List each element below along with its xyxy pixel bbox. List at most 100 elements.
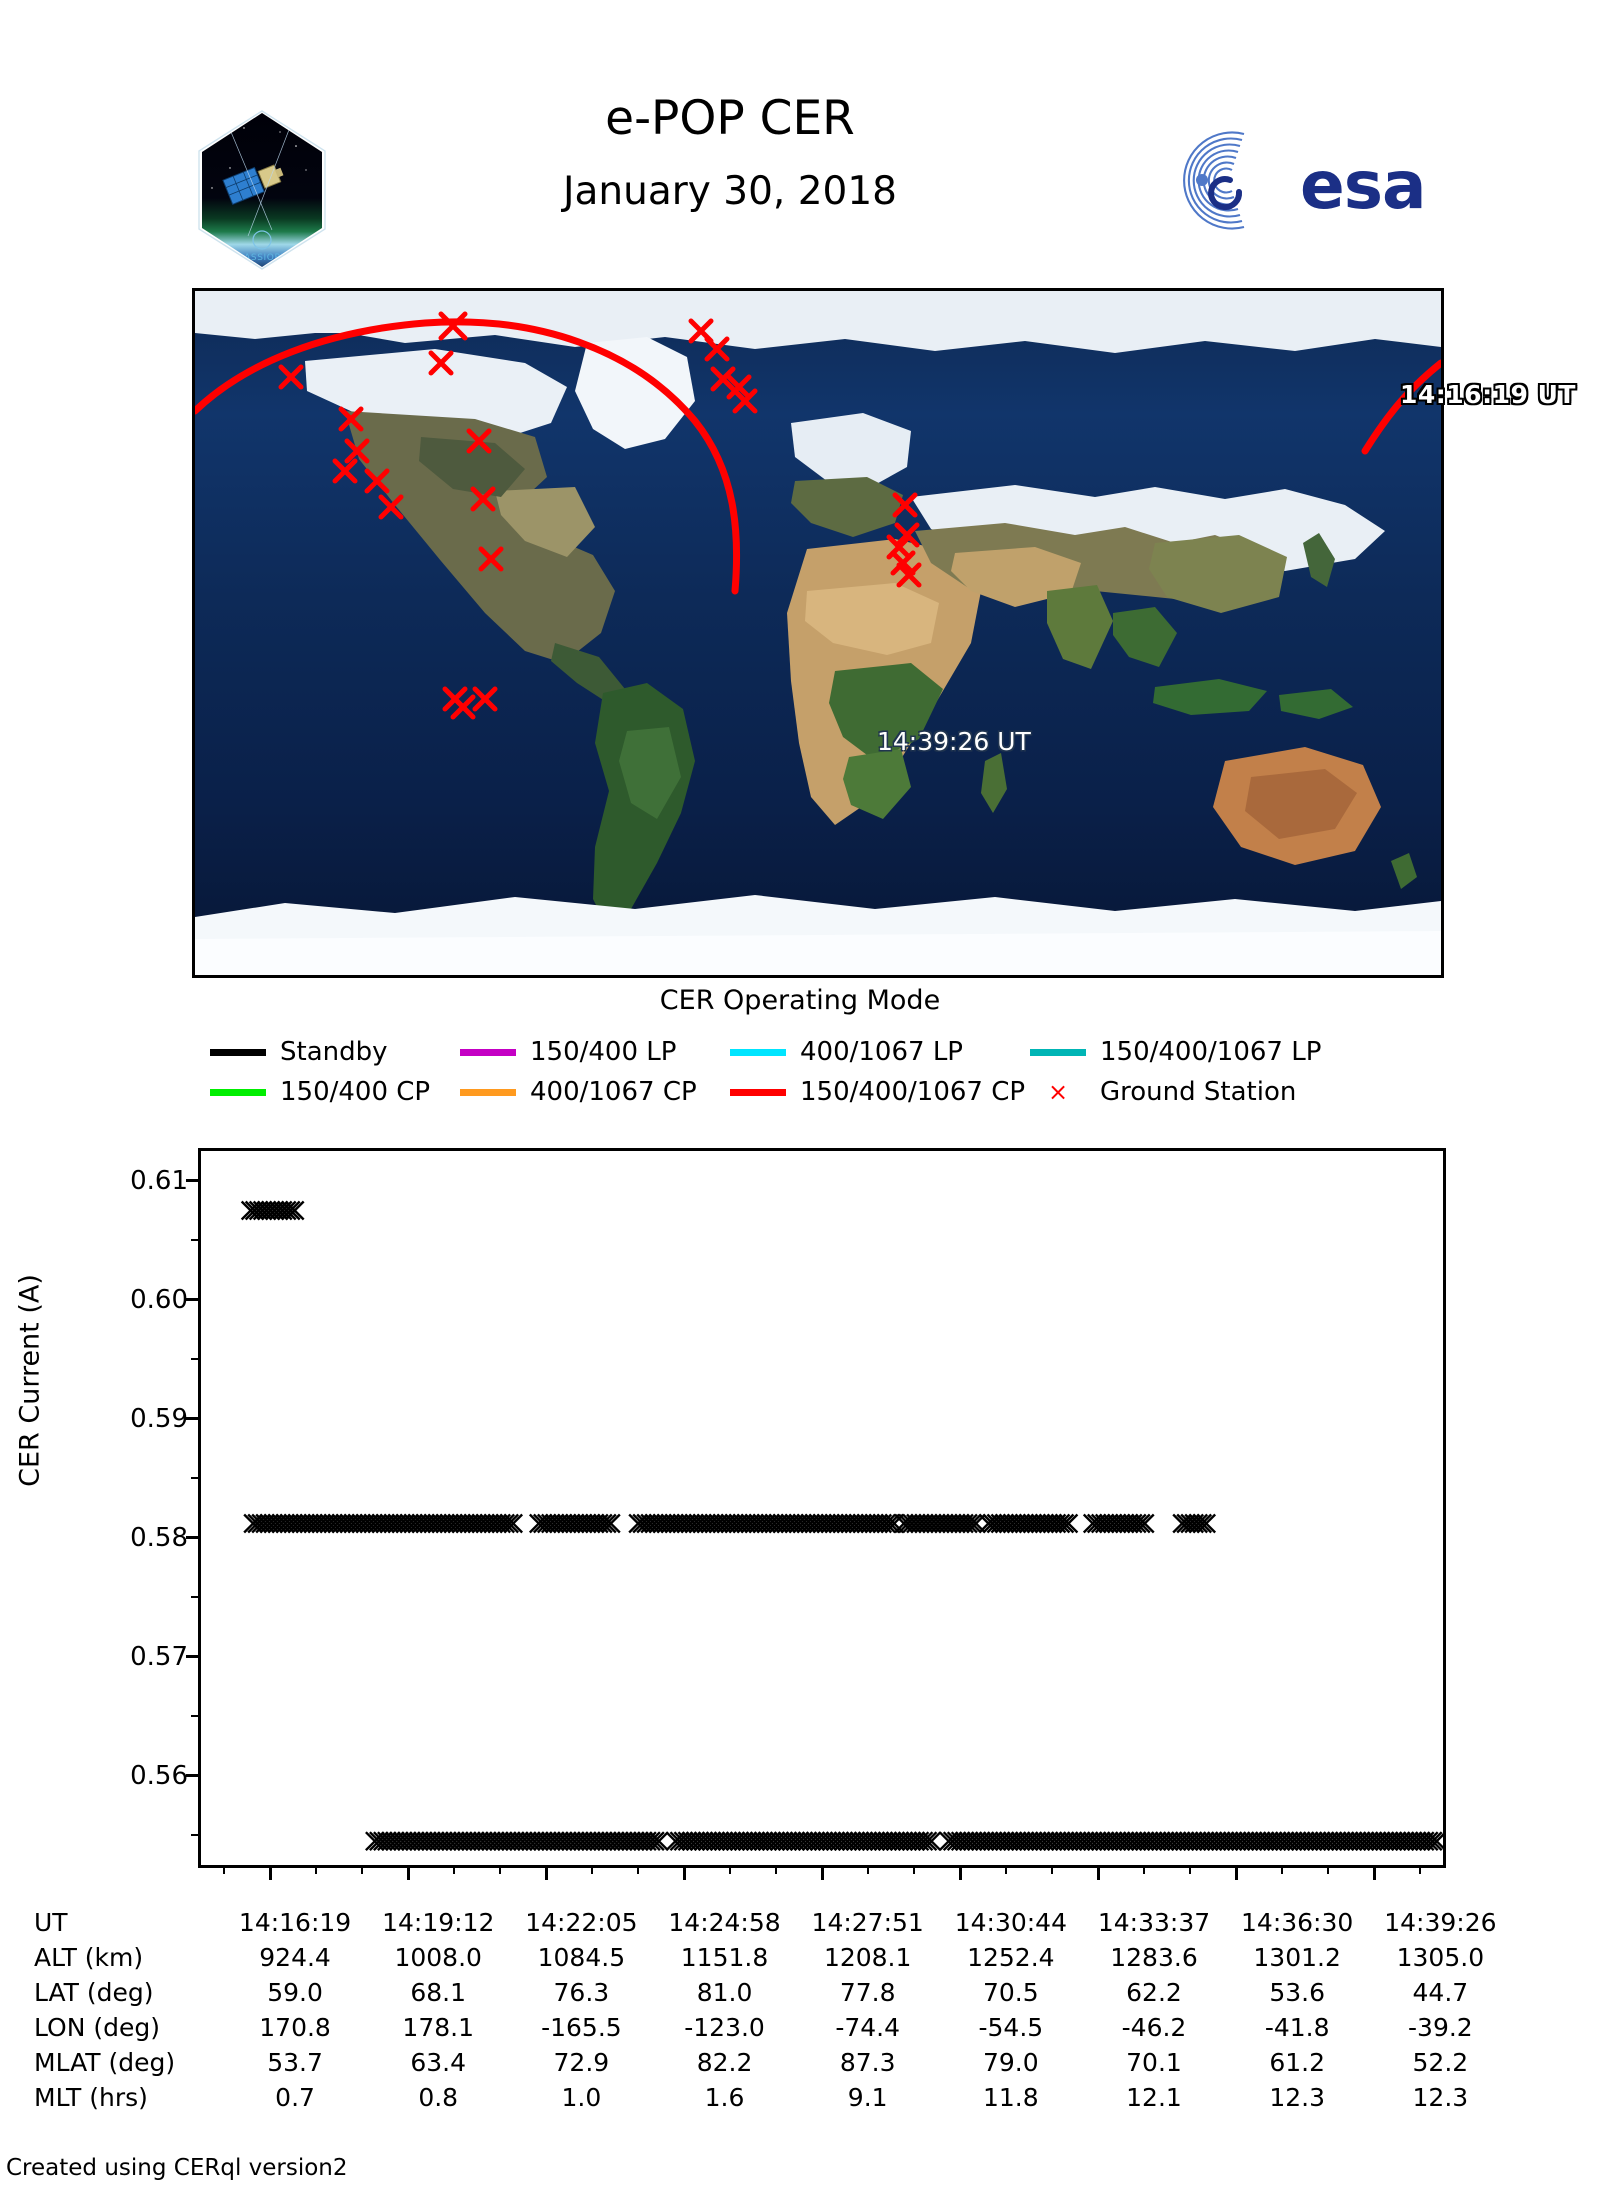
x-tick-minor xyxy=(1051,1865,1053,1874)
x-tick-major xyxy=(1372,1865,1376,1880)
table-cell: 81.0 xyxy=(696,1978,753,2007)
y-tick-minor xyxy=(191,1239,200,1242)
table-cell: 63.4 xyxy=(410,2048,467,2077)
table-cell: 68.1 xyxy=(410,1978,467,2007)
legend-label-150-400-1067-lp: 150/400/1067 LP xyxy=(1100,1037,1322,1067)
legend-label-150-400-lp: 150/400 LP xyxy=(530,1037,677,1067)
map-time-start-label: 14:16:19 UT xyxy=(1400,380,1576,409)
table-cell: 170.8 xyxy=(259,2013,331,2042)
x-tick-minor xyxy=(1189,1865,1191,1874)
x-tick-major xyxy=(1096,1865,1100,1880)
x-tick-major xyxy=(820,1865,824,1880)
esa-logo-graphic: esa xyxy=(1183,131,1427,230)
legend-item-standby[interactable]: Standby xyxy=(210,1037,460,1067)
table-cell: 1305.0 xyxy=(1396,1943,1485,1972)
world-map-panel[interactable]: 14:39:26 UT xyxy=(192,288,1444,978)
legend-label-ground-station: Ground Station xyxy=(1100,1077,1297,1107)
y-tick-minor xyxy=(191,1834,200,1837)
legend-label-400-1067-cp: 400/1067 CP xyxy=(530,1077,697,1107)
legend-label-150-400-cp: 150/400 CP xyxy=(280,1077,431,1107)
page-header: CASSIOPE e-POP CER January 30, 2018 esa xyxy=(0,0,1600,270)
y-tick-major xyxy=(186,1417,200,1421)
legend-item-400-1067-cp[interactable]: 400/1067 CP xyxy=(460,1077,730,1107)
y-tick-minor xyxy=(191,1596,200,1599)
table-row-header: LON (deg) xyxy=(34,2013,160,2042)
legend-item-150-400-1067-lp[interactable]: 150/400/1067 LP xyxy=(1030,1037,1321,1067)
table-cell: 1151.8 xyxy=(680,1943,769,1972)
data-series-markers xyxy=(240,1200,305,1221)
legend-title: CER Operating Mode xyxy=(659,985,941,1016)
table-row: LON (deg) 170.8 178.1 -165.5 -123.0 -74.4 -54.… xyxy=(34,2010,1512,2045)
x-tick-minor xyxy=(591,1865,593,1874)
table-cell: -74.4 xyxy=(835,2013,901,2042)
table-cell: 1252.4 xyxy=(967,1943,1055,1972)
legend-row-2: 150/400 CP 400/1067 CP 150/400/1067 CP ×… xyxy=(210,1072,1450,1112)
y-tick-major xyxy=(186,1655,200,1659)
table-cell: 178.1 xyxy=(402,2013,474,2042)
table-cell: 11.8 xyxy=(983,2083,1039,2112)
legend-swatch-400-1067-cp xyxy=(460,1088,516,1096)
table-cell: 14:22:05 xyxy=(525,1908,638,1937)
y-tick-major xyxy=(186,1774,200,1778)
table-cell: 14:19:12 xyxy=(382,1908,495,1937)
ground-station-icon: × xyxy=(1047,1078,1069,1106)
footer-credit: Created using CERql version2 xyxy=(6,2155,348,2181)
table-cell: -165.5 xyxy=(541,2013,622,2042)
x-tick-minor xyxy=(913,1865,915,1874)
table-cell: 62.2 xyxy=(1126,1978,1182,2007)
operating-mode-legend: Standby 150/400 LP 400/1067 LP 150/400/1… xyxy=(210,1032,1450,1112)
y-tick-major xyxy=(186,1179,200,1183)
table-cell: 12.3 xyxy=(1269,2083,1325,2112)
table-cell: 924.4 xyxy=(259,1943,331,1972)
ground-station-markers xyxy=(278,311,922,720)
map-time-end-label: 14:39:26 UT xyxy=(877,727,1031,756)
table-cell: 1301.2 xyxy=(1253,1943,1341,1972)
table-cell: -54.5 xyxy=(978,2013,1044,2042)
x-tick-minor xyxy=(1143,1865,1145,1874)
legend-item-150-400-lp[interactable]: 150/400 LP xyxy=(460,1037,730,1067)
data-series-markers xyxy=(365,1831,1443,1852)
table-cell: 12.3 xyxy=(1412,2083,1469,2112)
x-tick-minor xyxy=(1327,1865,1329,1874)
table-cell: 72.9 xyxy=(553,2048,610,2077)
svg-text:CASSIOPE: CASSIOPE xyxy=(237,253,287,263)
legend-item-150-400-cp[interactable]: 150/400 CP xyxy=(210,1077,460,1107)
legend-item-400-1067-lp[interactable]: 400/1067 LP xyxy=(730,1037,1030,1067)
table-cell: 12.1 xyxy=(1126,2083,1182,2112)
legend-label-standby: Standby xyxy=(280,1037,388,1067)
table-cell: -41.8 xyxy=(1264,2013,1330,2042)
table-cell: 61.2 xyxy=(1269,2048,1325,2077)
x-tick-minor xyxy=(867,1865,869,1874)
legend-item-150-400-1067-cp[interactable]: 150/400/1067 CP xyxy=(730,1077,1030,1107)
table-row: UT 14:16:19 14:19:12 14:22:05 14:24:58 14:27:… xyxy=(34,1905,1512,1940)
legend-item-ground-station[interactable]: × Ground Station xyxy=(1030,1077,1296,1107)
table-cell: 0.7 xyxy=(275,2083,315,2112)
scatter-plot-canvas xyxy=(240,1200,1443,1852)
y-tick-minor xyxy=(191,1477,200,1480)
y-tick-label: 0.56 xyxy=(130,1760,188,1791)
table-cell: 1008.0 xyxy=(394,1943,482,1972)
table-cell: 76.3 xyxy=(553,1978,610,2007)
table-cell: 14:30:44 xyxy=(954,1908,1067,1937)
table-cell: -46.2 xyxy=(1121,2013,1187,2042)
y-tick-label: 0.61 xyxy=(130,1165,188,1196)
table-cell: 87.3 xyxy=(839,2048,896,2077)
ephemeris-table: UT 14:16:19 14:19:12 14:22:05 14:24:58 14:27:… xyxy=(0,1905,1600,2115)
table-cell: 14:33:37 xyxy=(1097,1908,1211,1937)
cer-current-plot[interactable] xyxy=(198,1148,1446,1868)
table-cell: 70.5 xyxy=(983,1978,1039,2007)
data-series-markers xyxy=(243,1513,1217,1534)
legend-swatch-400-1067-lp xyxy=(730,1048,786,1056)
y-tick-major xyxy=(186,1536,200,1540)
table-cell: 1208.1 xyxy=(823,1943,912,1972)
page-date: January 30, 2018 xyxy=(563,169,897,214)
x-tick-minor xyxy=(1281,1865,1283,1874)
y-tick-major xyxy=(186,1298,200,1302)
x-tick-minor xyxy=(223,1865,225,1874)
table-cell: 1.0 xyxy=(561,2083,602,2112)
y-tick-label: 0.58 xyxy=(130,1522,188,1553)
table-cell: 1283.6 xyxy=(1110,1943,1198,1972)
table-cell: 14:39:26 xyxy=(1384,1908,1497,1937)
x-tick-major xyxy=(406,1865,410,1880)
x-tick-minor xyxy=(1419,1865,1421,1874)
